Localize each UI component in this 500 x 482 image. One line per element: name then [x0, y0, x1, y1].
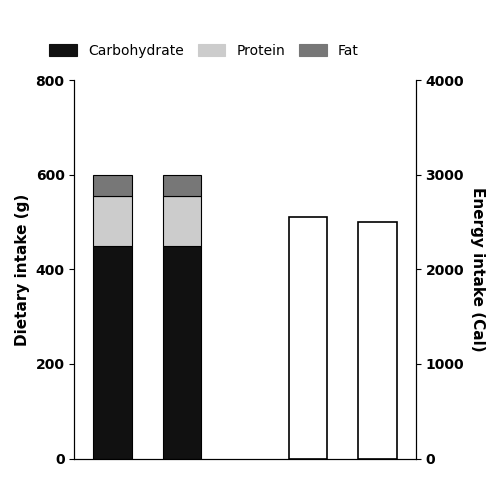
- Bar: [163, 196, 202, 246]
- Bar: [358, 222, 397, 458]
- Legend: Carbohydrate, Protein, Fat: Carbohydrate, Protein, Fat: [44, 38, 364, 63]
- Y-axis label: Dietary intake (g): Dietary intake (g): [15, 193, 30, 346]
- Bar: [94, 196, 132, 246]
- Bar: [163, 175, 202, 196]
- Bar: [94, 175, 132, 196]
- Bar: [288, 217, 327, 458]
- Bar: [163, 246, 202, 458]
- Y-axis label: Energy intake (Cal): Energy intake (Cal): [470, 187, 485, 352]
- Bar: [94, 246, 132, 458]
